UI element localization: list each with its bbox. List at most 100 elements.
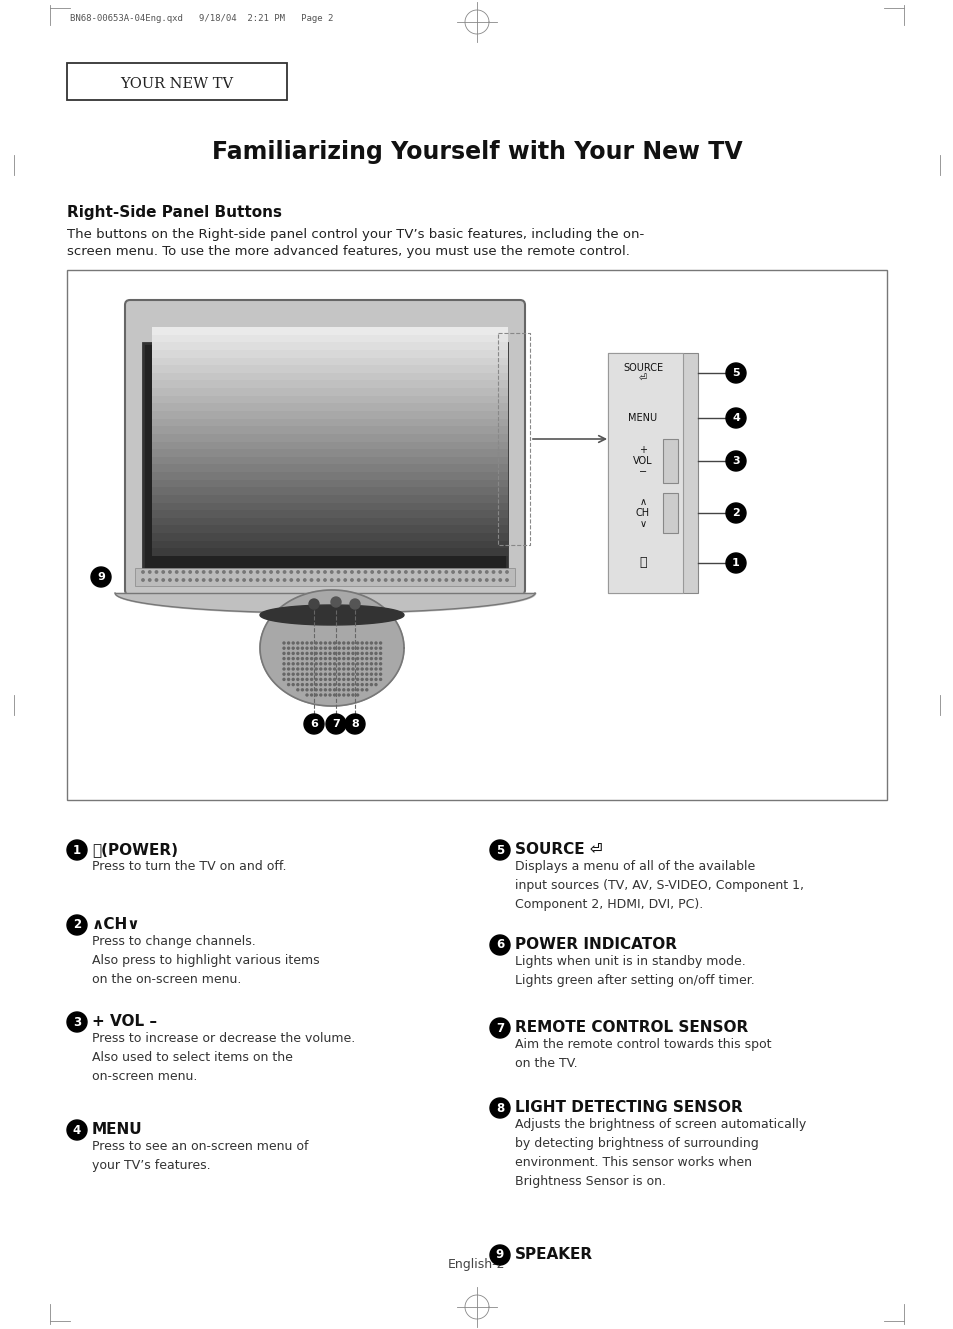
Text: ∧
CH
∨: ∧ CH ∨: [636, 497, 649, 529]
Circle shape: [365, 668, 368, 670]
Bar: [152, 396, 507, 403]
Circle shape: [356, 653, 358, 654]
Bar: [152, 365, 507, 373]
Circle shape: [202, 579, 205, 581]
Circle shape: [379, 668, 381, 670]
Circle shape: [334, 683, 335, 686]
Circle shape: [364, 570, 366, 573]
Circle shape: [67, 1120, 87, 1140]
Circle shape: [296, 688, 298, 691]
Circle shape: [505, 570, 508, 573]
Circle shape: [149, 570, 151, 573]
Text: Press to see an on-screen menu of
your TV’s features.: Press to see an on-screen menu of your T…: [91, 1140, 308, 1172]
Circle shape: [725, 553, 745, 573]
Text: MENU: MENU: [91, 1122, 143, 1138]
Circle shape: [347, 653, 349, 654]
Circle shape: [347, 688, 349, 691]
Bar: [152, 541, 507, 549]
Circle shape: [424, 579, 427, 581]
Circle shape: [296, 647, 298, 649]
Circle shape: [417, 570, 420, 573]
Text: LIGHT DETECTING SENSOR: LIGHT DETECTING SENSOR: [515, 1100, 742, 1115]
Circle shape: [314, 694, 316, 696]
Circle shape: [314, 668, 316, 670]
Circle shape: [347, 668, 349, 670]
Circle shape: [342, 668, 344, 670]
Circle shape: [314, 674, 316, 675]
Circle shape: [310, 570, 313, 573]
Circle shape: [424, 570, 427, 573]
Circle shape: [292, 668, 294, 670]
Circle shape: [342, 683, 344, 686]
Circle shape: [306, 683, 308, 686]
Circle shape: [342, 678, 344, 680]
Circle shape: [306, 694, 308, 696]
Circle shape: [306, 653, 308, 654]
Circle shape: [431, 570, 434, 573]
Circle shape: [370, 668, 372, 670]
Circle shape: [342, 663, 344, 664]
Circle shape: [311, 653, 313, 654]
Text: Press to increase or decrease the volume.
Also used to select items on the
on-sc: Press to increase or decrease the volume…: [91, 1033, 355, 1083]
Circle shape: [301, 658, 303, 659]
Circle shape: [411, 579, 414, 581]
Circle shape: [334, 668, 335, 670]
Text: 9: 9: [97, 571, 105, 582]
Circle shape: [283, 653, 285, 654]
Circle shape: [384, 579, 387, 581]
Circle shape: [344, 579, 346, 581]
Circle shape: [350, 599, 359, 609]
Text: + VOL –: + VOL –: [91, 1014, 157, 1029]
Circle shape: [334, 642, 335, 645]
Circle shape: [338, 653, 340, 654]
Circle shape: [370, 653, 372, 654]
Circle shape: [67, 840, 87, 860]
Bar: [152, 457, 507, 464]
Circle shape: [283, 674, 285, 675]
Circle shape: [490, 1245, 510, 1265]
Text: Press to change channels.
Also press to highlight various items
on the on-screen: Press to change channels. Also press to …: [91, 936, 319, 986]
Circle shape: [303, 579, 306, 581]
Circle shape: [342, 688, 344, 691]
Circle shape: [347, 678, 349, 680]
Circle shape: [155, 570, 157, 573]
Circle shape: [485, 570, 488, 573]
Bar: [152, 488, 507, 494]
Circle shape: [338, 688, 340, 691]
Circle shape: [338, 678, 340, 680]
Circle shape: [485, 579, 488, 581]
Text: screen menu. To use the more advanced features, you must use the remote control.: screen menu. To use the more advanced fe…: [67, 245, 629, 258]
Circle shape: [263, 570, 265, 573]
FancyBboxPatch shape: [125, 300, 524, 595]
Circle shape: [195, 579, 198, 581]
Bar: [143, 343, 506, 582]
Circle shape: [375, 674, 376, 675]
Circle shape: [379, 642, 381, 645]
Text: 6: 6: [496, 938, 503, 952]
Text: SPEAKER: SPEAKER: [515, 1247, 593, 1263]
Bar: [152, 411, 507, 419]
Circle shape: [292, 678, 294, 680]
Bar: [152, 502, 507, 510]
Circle shape: [351, 579, 353, 581]
Circle shape: [301, 668, 303, 670]
Circle shape: [306, 678, 308, 680]
Text: +
VOL
−: + VOL −: [633, 445, 652, 477]
Circle shape: [270, 579, 272, 581]
Circle shape: [319, 663, 321, 664]
Circle shape: [306, 647, 308, 649]
Circle shape: [316, 570, 319, 573]
Bar: [152, 441, 507, 449]
Text: 3: 3: [731, 456, 739, 466]
Circle shape: [296, 642, 298, 645]
Circle shape: [189, 570, 192, 573]
Bar: [152, 373, 507, 380]
Circle shape: [236, 579, 238, 581]
Circle shape: [347, 663, 349, 664]
Bar: [152, 380, 507, 388]
Text: MENU: MENU: [628, 413, 657, 423]
Circle shape: [270, 570, 272, 573]
Circle shape: [215, 579, 218, 581]
Circle shape: [352, 663, 354, 664]
Circle shape: [361, 647, 363, 649]
